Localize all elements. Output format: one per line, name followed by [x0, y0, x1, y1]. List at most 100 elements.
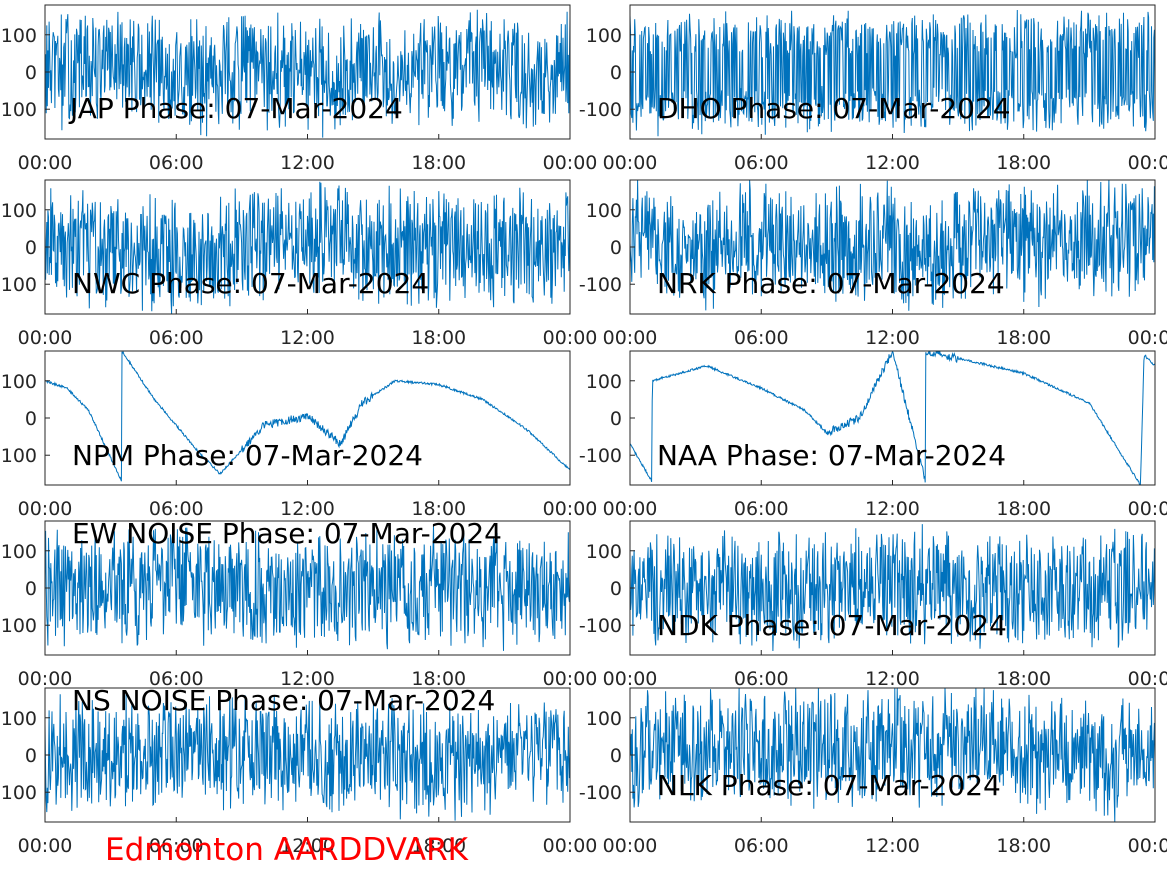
y-tick-label: 100 — [1, 615, 37, 637]
x-tick-label: 06:00 — [734, 835, 789, 857]
panel-title: NPM Phase: 07-Mar-2024 — [72, 439, 423, 472]
x-tick-label: 12:00 — [280, 327, 335, 349]
x-tick-label: 12:00 — [865, 498, 920, 520]
x-tick-label: 00:00 — [603, 668, 658, 690]
x-tick-label: 00:00 — [18, 327, 73, 349]
y-tick-label: 0 — [25, 237, 37, 259]
panel-nwc-phase-07-mar-2024: 100 0 100 00:00 06:00 12:00 18:00 00:00 NWC Phas… — [1, 179, 598, 349]
y-tick-label: 100 — [1, 274, 37, 296]
panel-title: NS NOISE Phase: 07-Mar-2024 — [72, 684, 495, 717]
x-tick-label: 00:00 — [543, 327, 598, 349]
x-tick-label: 18:00 — [996, 668, 1051, 690]
x-tick-label: 00:00 — [543, 835, 598, 857]
panel-npm-phase-07-mar-2024: 100 0 100 00:00 06:00 12:00 18:00 00:00 NPM Phas… — [1, 350, 597, 520]
phase-trace — [630, 9, 1155, 137]
x-tick-label: 00:00 — [1128, 152, 1167, 174]
y-tick-label: 100 — [1, 708, 37, 730]
x-tick-label: 00:00 — [1128, 498, 1167, 520]
x-tick-label: 00:00 — [603, 498, 658, 520]
x-tick-label: 18:00 — [996, 498, 1051, 520]
panel-ns-noise-phase-07-mar-2024: 100 0 100 00:00 06:00 12:00 18:00 00:00 NS NOISE… — [1, 684, 598, 857]
y-tick-label: 0 — [610, 745, 622, 767]
panel-naa-phase-07-mar-2024: 100 0 -100 00:00 06:00 12:00 18:00 00:00 NAA Pha… — [579, 350, 1167, 520]
y-tick-label: 0 — [610, 237, 622, 259]
x-tick-label: 06:00 — [734, 498, 789, 520]
y-tick-label: -100 — [579, 99, 622, 121]
panel-title: NRK Phase: 07-Mar-2024 — [657, 267, 1005, 300]
y-tick-label: 100 — [1, 782, 37, 804]
phase-trace — [630, 524, 1155, 652]
phase-trace — [45, 181, 570, 314]
panel-nrk-phase-07-mar-2024: 100 0 -100 00:00 06:00 12:00 18:00 00:00 NRK Pha… — [579, 179, 1167, 349]
phase-trace — [45, 525, 570, 651]
panel-ew-noise-phase-07-mar-2024: 100 0 100 00:00 06:00 12:00 18:00 00:00 EW NOISE… — [1, 517, 598, 690]
x-tick-label: 06:00 — [149, 327, 204, 349]
x-tick-label: 12:00 — [280, 498, 335, 520]
x-tick-label: 00:00 — [18, 668, 73, 690]
y-tick-label: -100 — [579, 782, 622, 804]
x-tick-label: 06:00 — [149, 498, 204, 520]
x-tick-label: 18:00 — [411, 835, 466, 857]
figure-footer: Edmonton AARDDVARK — [105, 832, 469, 868]
x-tick-label: 18:00 — [411, 668, 466, 690]
x-tick-label: 00:00 — [1128, 835, 1167, 857]
x-tick-label: 18:00 — [411, 327, 466, 349]
x-tick-label: 12:00 — [865, 835, 920, 857]
plot-area — [630, 351, 1155, 485]
x-tick-label: 18:00 — [411, 152, 466, 174]
x-tick-label: 12:00 — [280, 835, 335, 857]
x-tick-label: 18:00 — [996, 152, 1051, 174]
x-tick-label: 18:00 — [996, 835, 1051, 857]
y-tick-label: 0 — [25, 62, 37, 84]
y-tick-label: 100 — [586, 541, 622, 563]
y-tick-label: 100 — [1, 25, 37, 47]
x-tick-label: 00:00 — [18, 152, 73, 174]
y-tick-label: 100 — [586, 25, 622, 47]
y-tick-label: 0 — [610, 578, 622, 600]
panel-ndk-phase-07-mar-2024: 100 0 -100 00:00 06:00 12:00 18:00 00:00 NDK Pha… — [579, 520, 1167, 690]
phase-trace — [45, 693, 570, 821]
x-tick-label: 06:00 — [734, 668, 789, 690]
y-tick-label: -100 — [579, 615, 622, 637]
panel-title: EW NOISE Phase: 07-Mar-2024 — [72, 517, 502, 550]
y-tick-label: 0 — [25, 408, 37, 430]
x-tick-label: 06:00 — [149, 668, 204, 690]
y-tick-label: 0 — [610, 62, 622, 84]
y-tick-label: 100 — [1, 445, 37, 467]
x-tick-label: 00:00 — [543, 668, 598, 690]
x-tick-label: 12:00 — [280, 668, 335, 690]
x-tick-label: 00:00 — [1128, 668, 1167, 690]
x-tick-label: 06:00 — [149, 835, 204, 857]
y-tick-label: 100 — [1, 371, 37, 393]
x-tick-label: 00:00 — [543, 152, 598, 174]
y-tick-label: 0 — [610, 408, 622, 430]
y-tick-label: 100 — [586, 371, 622, 393]
x-tick-label: 00:00 — [1128, 327, 1167, 349]
y-tick-label: 0 — [25, 745, 37, 767]
y-tick-label: 0 — [25, 578, 37, 600]
y-tick-label: 100 — [586, 200, 622, 222]
x-tick-label: 12:00 — [280, 152, 335, 174]
y-tick-label: -100 — [579, 445, 622, 467]
panel-title: NDK Phase: 07-Mar-2024 — [657, 609, 1007, 642]
y-tick-label: 100 — [586, 708, 622, 730]
phase-trace — [630, 688, 1155, 822]
x-tick-label: 06:00 — [734, 152, 789, 174]
panel-title: NAA Phase: 07-Mar-2024 — [657, 439, 1006, 472]
y-tick-label: 100 — [1, 99, 37, 121]
panel-title: NLK Phase: 07-Mar-2024 — [657, 769, 1001, 802]
x-tick-label: 06:00 — [149, 152, 204, 174]
panels: 100 0 100 00:00 06:00 12:00 18:00 00:00 JAP Phas… — [1, 4, 1167, 857]
x-tick-label: 00:00 — [603, 835, 658, 857]
panel-dho-phase-07-mar-2024: 100 0 -100 00:00 06:00 12:00 18:00 00:00 DHO Pha… — [579, 4, 1167, 174]
x-tick-label: 00:00 — [603, 327, 658, 349]
y-tick-label: 100 — [1, 200, 37, 222]
y-tick-label: -100 — [579, 274, 622, 296]
panel-jap-phase-07-mar-2024: 100 0 100 00:00 06:00 12:00 18:00 00:00 JAP Phas… — [1, 4, 598, 174]
phase-trace — [45, 351, 570, 482]
x-tick-label: 12:00 — [865, 668, 920, 690]
panel-title: DHO Phase: 07-Mar-2024 — [657, 92, 1011, 125]
x-tick-label: 12:00 — [865, 327, 920, 349]
y-tick-label: 100 — [1, 541, 37, 563]
